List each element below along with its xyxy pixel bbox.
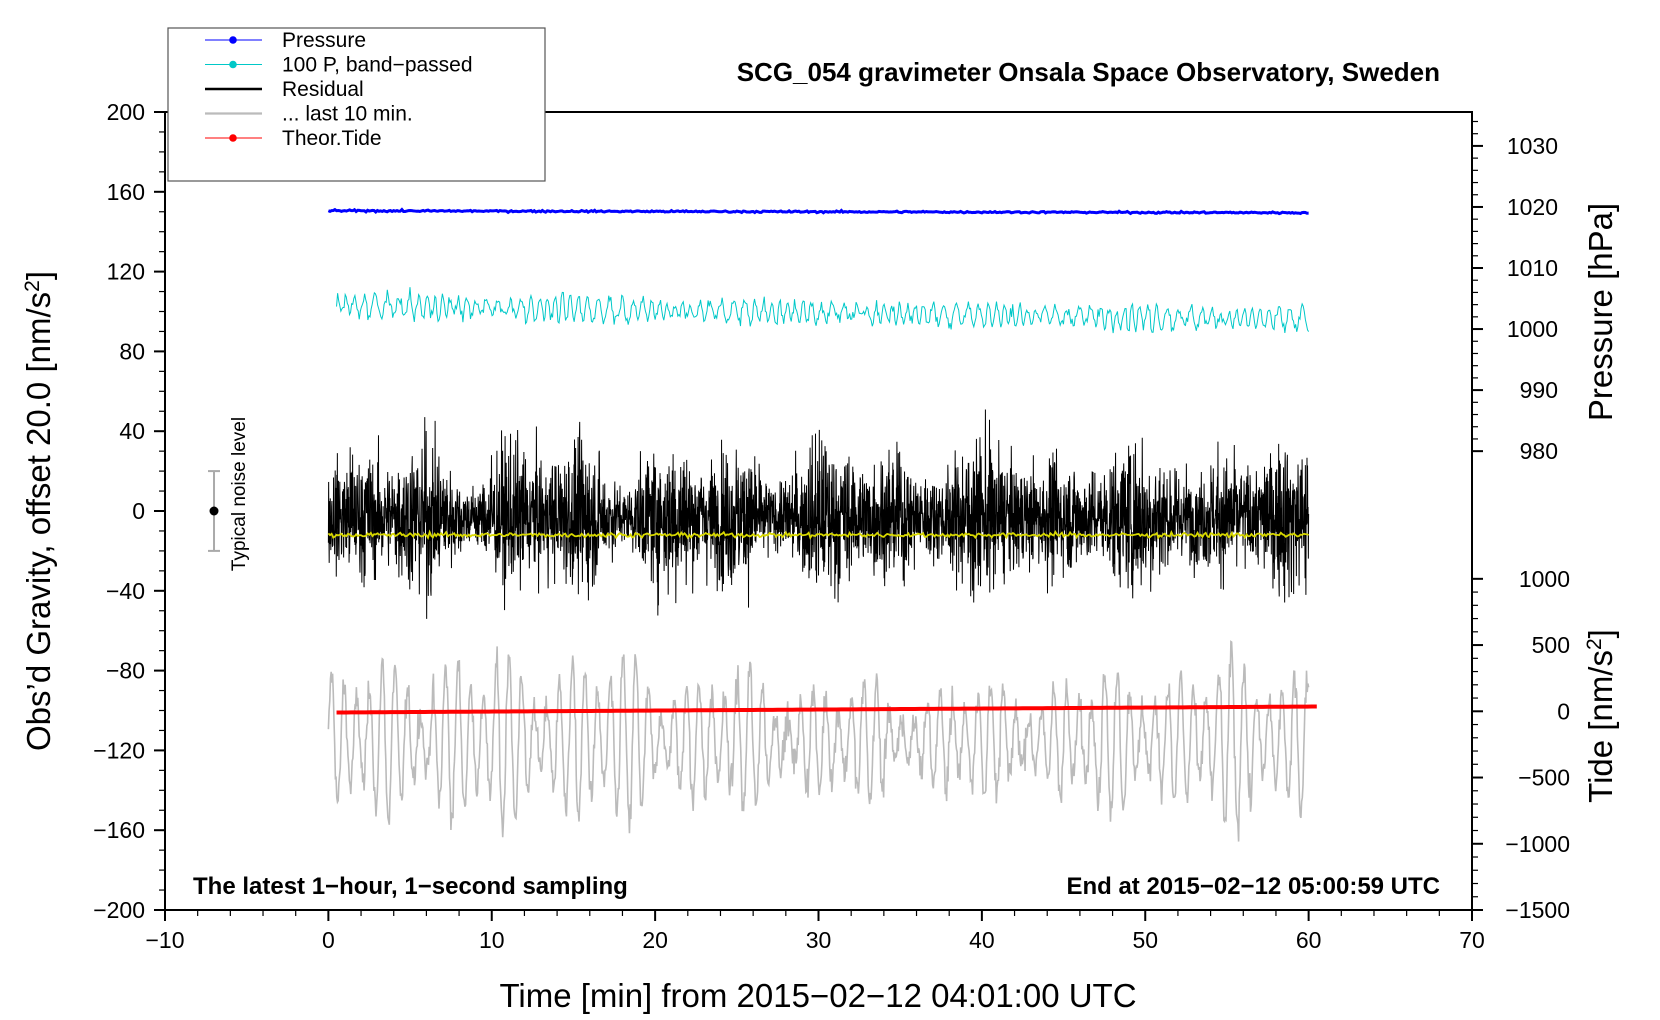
y-tick-label: −40: [106, 578, 145, 604]
pressure-tick-label: 1010: [1507, 255, 1558, 281]
y-tick-label: 160: [107, 179, 145, 205]
y-tick-label: −160: [93, 817, 145, 843]
legend-label: Residual: [282, 78, 364, 101]
y-tick-label: 40: [119, 418, 145, 444]
legend-marker: [229, 36, 237, 44]
tide-tick-label: 1000: [1519, 566, 1570, 592]
legend-entry: ... last 10 min.: [205, 103, 413, 126]
series-band-passed-pressure: [336, 287, 1310, 334]
pressure-tick-label: 1000: [1507, 316, 1558, 342]
x-tick-label: 30: [806, 927, 832, 953]
legend-label: 100 P, band−passed: [282, 54, 473, 77]
y-tick-label: 200: [107, 99, 145, 125]
series-theoretical-tide: [336, 704, 1317, 715]
noise-bar-center: [209, 506, 219, 516]
y-axis-title-sup: 2: [21, 280, 44, 292]
pressure-axis-title: Pressure [hPa]: [1582, 203, 1619, 421]
y-tick-label: −200: [93, 897, 145, 923]
series-last-10-min: [327, 640, 1310, 842]
series-pressure: [327, 207, 1309, 216]
x-tick-label: 40: [969, 927, 995, 953]
series-residual-smoothed: [327, 529, 1310, 540]
axes-layer: −10 0 10 20 30 40 50 60 70−200−160−120−80−400408…: [93, 99, 1570, 953]
y-tick-label: −80: [106, 658, 145, 684]
tide-tick-label: 0: [1557, 698, 1570, 724]
tide-tick-label: −500: [1518, 765, 1570, 791]
tide-tick-label: 500: [1532, 632, 1570, 658]
series-residual: [327, 409, 1310, 619]
tide-axis-title-sup: 2: [1583, 638, 1606, 650]
y-tick-label: 0: [132, 498, 145, 524]
x-tick-label: 50: [1132, 927, 1158, 953]
pressure-tick-label: 980: [1520, 438, 1558, 464]
noise-level-indicator: [208, 470, 221, 552]
y-tick-label: 80: [119, 338, 145, 364]
legend-marker: [229, 60, 237, 69]
tide-tick-label: −1500: [1505, 897, 1570, 923]
pressure-tick-label: 990: [1520, 377, 1558, 403]
legend-label: Theor.Tide: [282, 127, 382, 150]
chart-title: SCG_054 gravimeter Onsala Space Observat…: [737, 57, 1440, 87]
legend-entry: Residual: [205, 78, 364, 101]
annotation-left: The latest 1−hour, 1−second sampling: [193, 873, 628, 900]
x-tick-label: 0: [322, 927, 335, 953]
y-tick-label: 120: [107, 259, 145, 285]
pressure-tick-label: 1020: [1507, 194, 1558, 220]
y-axis-title: Obs’d Gravity, offset 20.0 [nm/s2]: [20, 271, 57, 751]
legend-label: Pressure: [282, 29, 366, 52]
noise-level-label: Typical noise level: [229, 417, 250, 571]
x-axis-title: Time [min] from 2015−02−12 04:01:00 UTC: [499, 977, 1136, 1014]
legend-label: ... last 10 min.: [282, 103, 413, 126]
legend-box: [167, 27, 546, 182]
tide-tick-label: −1000: [1505, 831, 1570, 857]
x-tick-label: −10: [145, 927, 184, 953]
legend-entry: Pressure: [205, 29, 366, 52]
y-tick-label: −120: [93, 737, 145, 763]
legend-entry: 100 P, band−passed: [205, 54, 473, 77]
legend-entry: Theor.Tide: [205, 127, 382, 150]
legend-marker: [229, 134, 237, 142]
x-tick-label: 60: [1296, 927, 1322, 953]
x-tick-label: 70: [1459, 927, 1485, 953]
x-tick-label: 10: [479, 927, 505, 953]
x-tick-label: 20: [642, 927, 668, 953]
pressure-tick-label: 1030: [1507, 133, 1558, 159]
series-layer: [327, 207, 1317, 842]
annotation-right: End at 2015−02−12 05:00:59 UTC: [1066, 873, 1440, 900]
tide-axis-title: Tide [nm/s2]: [1582, 629, 1619, 803]
